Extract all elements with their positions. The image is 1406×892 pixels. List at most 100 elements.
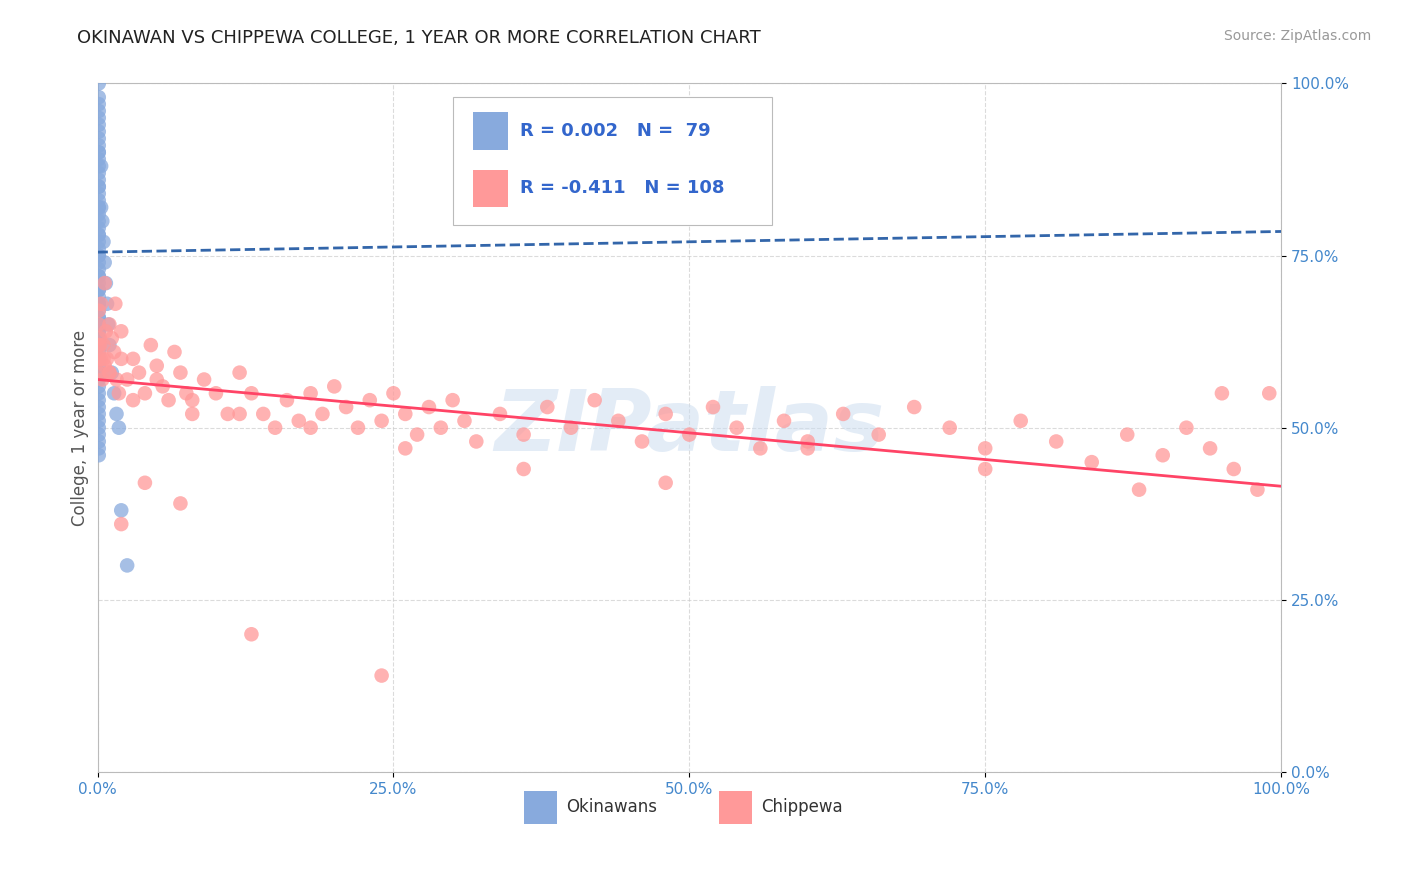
Point <box>1010 414 1032 428</box>
Point <box>87 351 110 366</box>
Point <box>832 407 855 421</box>
Point <box>87 227 110 242</box>
Text: Chippewa: Chippewa <box>762 798 844 816</box>
Point <box>103 345 125 359</box>
Point <box>87 359 110 373</box>
Point <box>87 179 110 194</box>
Point <box>702 400 724 414</box>
Point <box>89 338 111 352</box>
Point <box>87 200 110 214</box>
Point <box>347 420 370 434</box>
Point <box>122 393 145 408</box>
Point <box>87 303 110 318</box>
Point <box>370 668 392 682</box>
Point <box>87 442 110 456</box>
Point <box>228 407 250 421</box>
Point <box>1128 483 1150 497</box>
Point <box>87 420 110 434</box>
Point <box>91 372 114 386</box>
Y-axis label: College, 1 year or more: College, 1 year or more <box>72 330 89 525</box>
Point <box>512 427 534 442</box>
Point <box>181 407 204 421</box>
Point <box>87 131 110 145</box>
Point <box>87 77 110 91</box>
Point <box>87 221 110 235</box>
Point <box>110 324 132 338</box>
Point <box>93 276 115 290</box>
Point <box>87 297 110 311</box>
Point <box>93 255 115 269</box>
Point <box>938 420 960 434</box>
Point <box>87 118 110 132</box>
Bar <box>472 169 508 207</box>
Point <box>1175 420 1198 434</box>
Point <box>128 366 150 380</box>
Point <box>607 414 630 428</box>
Point <box>583 393 606 408</box>
Point <box>87 324 110 338</box>
FancyBboxPatch shape <box>453 97 772 225</box>
Point <box>87 186 110 201</box>
Point <box>725 420 748 434</box>
Point <box>115 372 138 386</box>
Point <box>94 276 117 290</box>
Point <box>87 310 110 325</box>
Point <box>139 338 162 352</box>
Point <box>430 420 453 434</box>
Point <box>406 427 429 442</box>
Point <box>87 414 110 428</box>
Text: OKINAWAN VS CHIPPEWA COLLEGE, 1 YEAR OR MORE CORRELATION CHART: OKINAWAN VS CHIPPEWA COLLEGE, 1 YEAR OR … <box>77 29 761 46</box>
Point <box>749 442 772 456</box>
Bar <box>472 112 508 150</box>
Point <box>87 145 110 160</box>
Point <box>536 400 558 414</box>
Point <box>87 103 110 118</box>
Point <box>169 366 191 380</box>
Point <box>104 297 127 311</box>
Point <box>87 159 110 173</box>
Point <box>252 407 274 421</box>
Point <box>205 386 228 401</box>
Point <box>87 400 110 414</box>
Point <box>145 372 167 386</box>
Point <box>87 194 110 208</box>
Point <box>87 379 110 393</box>
Point <box>654 407 676 421</box>
Point <box>93 359 115 373</box>
Point <box>87 448 110 462</box>
Point <box>796 442 818 456</box>
Point <box>93 235 115 249</box>
Point <box>87 338 110 352</box>
Point <box>108 420 131 434</box>
Point <box>87 207 110 221</box>
Point <box>87 290 110 304</box>
Point <box>678 427 700 442</box>
Point <box>87 283 110 297</box>
Point <box>87 318 110 332</box>
Point <box>93 338 115 352</box>
Point <box>90 159 112 173</box>
Point <box>1045 434 1067 449</box>
Point <box>96 351 118 366</box>
Point <box>87 249 110 263</box>
Point <box>1199 442 1222 456</box>
Point <box>110 503 132 517</box>
Point <box>311 407 333 421</box>
Point <box>441 393 464 408</box>
Point <box>87 331 110 345</box>
Point <box>87 111 110 125</box>
Point <box>98 338 121 352</box>
Point <box>1152 448 1174 462</box>
Text: Source: ZipAtlas.com: Source: ZipAtlas.com <box>1223 29 1371 43</box>
Point <box>163 345 186 359</box>
Point <box>87 297 110 311</box>
Point <box>87 262 110 277</box>
Point <box>94 324 117 338</box>
Point <box>228 366 250 380</box>
Point <box>87 227 110 242</box>
Point <box>100 366 122 380</box>
Point <box>87 166 110 180</box>
Point <box>299 386 322 401</box>
Point <box>453 414 475 428</box>
Point <box>89 331 111 345</box>
